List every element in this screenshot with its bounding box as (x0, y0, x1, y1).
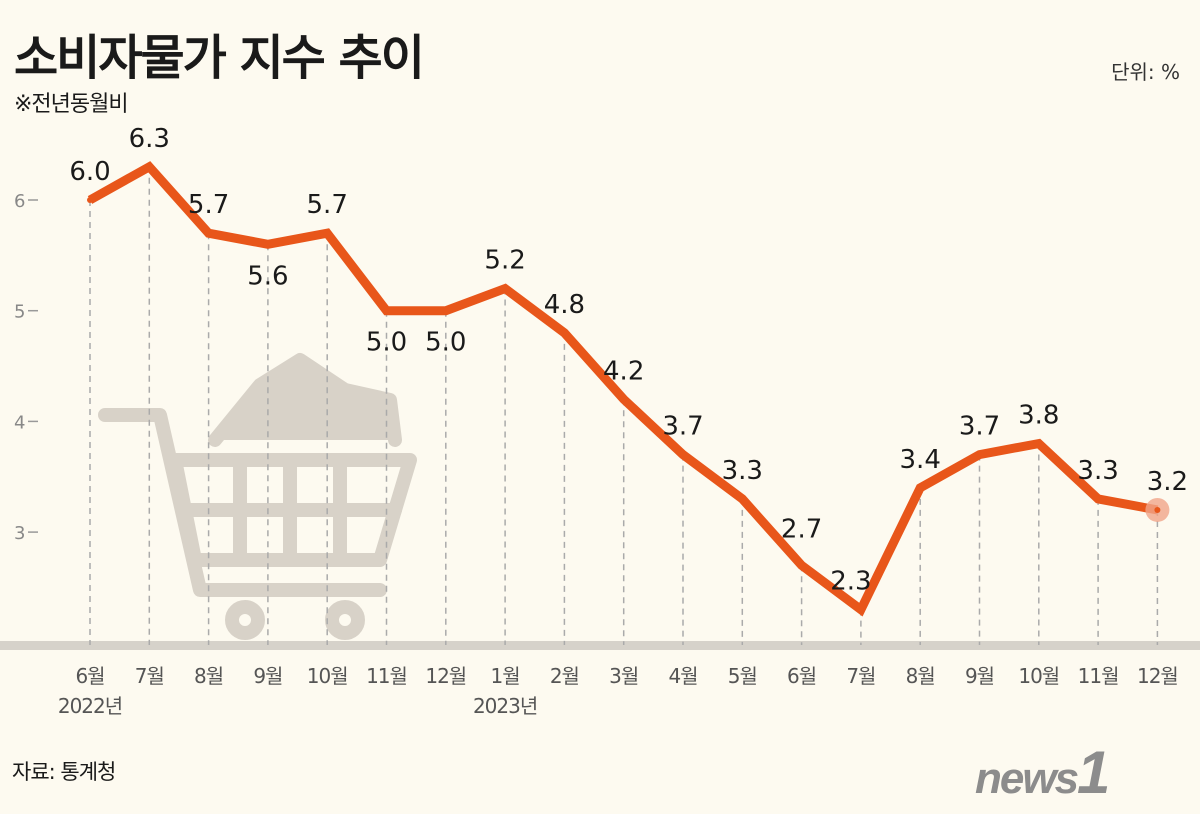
x-tick-label: 11월 (1078, 664, 1119, 688)
data-point (976, 451, 983, 458)
data-label: 6.0 (69, 157, 110, 187)
x-tick-label: 6월 (75, 664, 104, 688)
data-point (324, 230, 331, 237)
data-label: 3.8 (1018, 401, 1059, 431)
year-label: 2023년 (473, 694, 537, 718)
data-label: 3.3 (722, 456, 763, 486)
x-tick-label: 10월 (307, 664, 348, 688)
y-tick-label: 3 (14, 523, 25, 544)
source-label: 자료: 통계청 (12, 760, 116, 784)
data-label: 5.7 (307, 190, 348, 220)
x-tick-label: 12월 (425, 664, 466, 688)
x-tick-label: 3월 (609, 664, 638, 688)
data-label: 3.2 (1147, 467, 1188, 497)
data-label: 5.0 (425, 328, 466, 358)
data-label: 5.0 (366, 328, 407, 358)
data-label: 5.7 (188, 190, 229, 220)
data-point (383, 307, 390, 314)
data-label: 4.2 (603, 356, 644, 386)
shopping-cart-icon (98, 353, 417, 640)
data-point (146, 163, 153, 170)
unit-label: 단위: % (1111, 60, 1180, 84)
data-label: 5.6 (247, 261, 288, 291)
y-tick-label: 4 (14, 412, 25, 433)
data-label: 4.8 (544, 290, 585, 320)
x-tick-label: 8월 (194, 664, 223, 688)
x-tick-label: 6월 (787, 664, 816, 688)
x-tick-label: 2월 (550, 664, 579, 688)
data-label: 2.7 (781, 514, 822, 544)
data-label: 3.7 (662, 412, 703, 442)
data-point (87, 197, 93, 203)
data-point (1154, 506, 1161, 513)
data-point (739, 495, 746, 502)
data-point (917, 484, 924, 491)
x-axis-band (0, 641, 1200, 650)
data-label: 6.3 (129, 124, 170, 154)
data-label: 2.3 (830, 567, 871, 597)
chart-title: 소비자물가 지수 추이 (14, 30, 425, 86)
data-point (442, 307, 449, 314)
data-label: 3.3 (1077, 456, 1118, 486)
x-tick-label: 9월 (253, 664, 282, 688)
year-label: 2022년 (58, 694, 122, 718)
x-tick-label: 8월 (906, 664, 935, 688)
y-tick-label: 5 (14, 302, 25, 323)
data-point (1095, 495, 1102, 502)
data-point (857, 606, 864, 613)
x-tick-label: 5월 (728, 664, 757, 688)
data-label: 5.2 (484, 246, 525, 276)
x-tick-label: 7월 (846, 664, 875, 688)
x-tick-label: 11월 (366, 664, 407, 688)
data-label: 3.4 (900, 445, 941, 475)
x-tick-label: 1월 (491, 664, 520, 688)
data-point (264, 241, 271, 248)
data-point (502, 285, 509, 292)
x-tick-label: 7월 (135, 664, 164, 688)
data-label: 3.7 (959, 412, 1000, 442)
data-point (1035, 440, 1042, 447)
x-tick-label: 10월 (1018, 664, 1059, 688)
chart-subtitle: ※전년동월비 (14, 92, 129, 117)
data-point (680, 451, 686, 458)
data-point (620, 396, 627, 403)
x-tick-label: 9월 (965, 664, 994, 688)
y-tick-label: 6 (14, 191, 25, 212)
data-point (561, 329, 568, 336)
x-tick-label: 4월 (668, 664, 697, 688)
data-point (798, 562, 805, 569)
news1-logo: news1 (975, 739, 1110, 806)
data-point (205, 230, 212, 237)
x-tick-label: 12월 (1137, 664, 1178, 688)
